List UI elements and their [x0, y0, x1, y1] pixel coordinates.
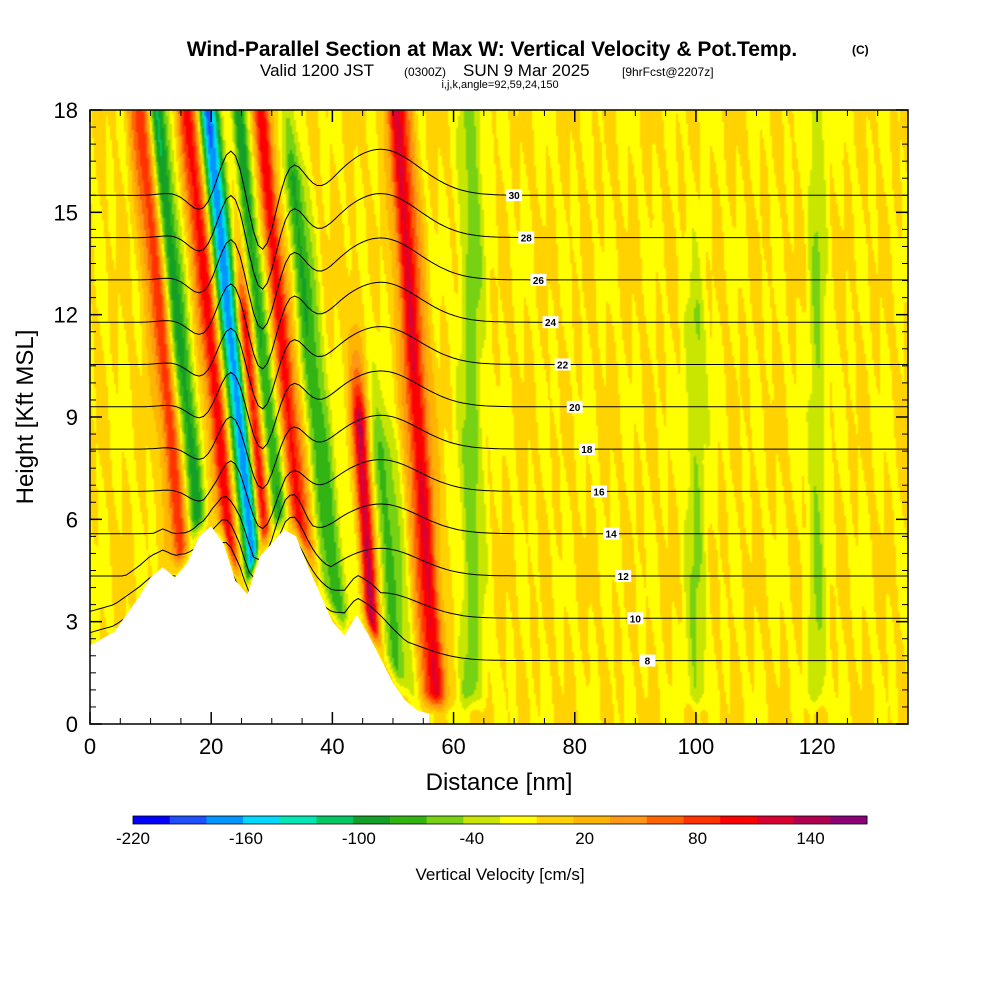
chart-title: Wind-Parallel Section at Max W: Vertical… — [187, 38, 798, 61]
theta-contour-26 — [90, 237, 908, 330]
colorbar-swatch — [279, 816, 317, 824]
x-tick-label-80: 80 — [562, 734, 586, 759]
colorbar-swatch — [573, 816, 611, 824]
theta-contour-22 — [90, 326, 908, 410]
colorbar-swatch — [463, 816, 501, 824]
x-tick-label-60: 60 — [441, 734, 465, 759]
colorbar-swatch — [133, 816, 171, 824]
x-tick-label-40: 40 — [320, 734, 344, 759]
colorbar-label: Vertical Velocity [cm/s] — [415, 865, 584, 884]
svg-text:18: 18 — [581, 445, 593, 456]
colorbar-swatch — [756, 816, 795, 824]
colorbar-swatch — [316, 816, 354, 824]
contour-labels: 8 10 12 14 16 18 20 22 24 26 28 30 — [506, 189, 656, 668]
chart-title-mark: (C) — [852, 43, 869, 57]
y-tick-label-9: 9 — [66, 405, 78, 430]
colorbar-swatch — [610, 816, 648, 824]
svg-text:14: 14 — [606, 530, 618, 541]
colorbar-swatch — [169, 816, 207, 824]
contour-label-28: 28 — [518, 231, 535, 245]
colorbar-tick-label--100: -100 — [342, 829, 376, 848]
potential-temperature-contours — [90, 148, 908, 662]
colorbar-swatch — [830, 816, 868, 824]
theta-contour-14 — [90, 494, 908, 560]
theta-contour-18 — [90, 414, 908, 490]
svg-text:24: 24 — [545, 318, 557, 329]
colorbar-swatch — [793, 816, 831, 824]
svg-text:30: 30 — [509, 191, 521, 202]
svg-text:16: 16 — [593, 487, 605, 498]
colorbar-swatch — [646, 816, 684, 824]
axis-ticks: 0 20 40 60 80 100 120 0 3 6 9 12 15 18 — [54, 98, 909, 759]
svg-text:10: 10 — [630, 614, 642, 625]
colorbar-tick-label-140: 140 — [796, 829, 824, 848]
svg-text:8: 8 — [645, 657, 651, 668]
y-tick-label-15: 15 — [54, 200, 78, 225]
y-tick-label-6: 6 — [66, 507, 78, 532]
contour-label-18: 18 — [578, 443, 595, 456]
svg-text:22: 22 — [557, 360, 569, 371]
chart-subtitle-date: SUN 9 Mar 2025 — [463, 61, 590, 80]
theta-contour-16 — [90, 459, 908, 530]
terrain-mask — [90, 526, 430, 724]
colorbar-swatch — [720, 816, 758, 824]
theta-contour-12 — [90, 516, 908, 579]
x-tick-label-0: 0 — [84, 734, 96, 759]
colorbar-swatch — [243, 816, 281, 824]
theta-contour-30 — [90, 148, 908, 250]
colorbar-swatch — [500, 816, 538, 824]
svg-text:12: 12 — [618, 572, 630, 583]
y-tick-label-18: 18 — [54, 98, 78, 123]
y-tick-label-12: 12 — [54, 303, 78, 328]
y-tick-label-3: 3 — [66, 610, 78, 635]
contour-label-10: 10 — [627, 612, 644, 625]
y-tick-label-0: 0 — [66, 712, 78, 737]
chart-subtitle-indices: i,j,k,angle=92,59,24,150 — [441, 79, 558, 91]
chart-subtitle-valid: Valid 1200 JST — [260, 61, 374, 80]
contour-label-24: 24 — [542, 316, 559, 329]
colorbar-swatch — [389, 816, 428, 824]
x-tick-label-100: 100 — [678, 734, 715, 759]
contour-label-20: 20 — [566, 400, 583, 414]
colorbar: -220 -160 -100 -40 20 80 140 — [116, 815, 868, 848]
colorbar-tick-label-20: 20 — [575, 829, 594, 848]
colorbar-swatch — [683, 816, 721, 824]
theta-contour-24 — [90, 281, 908, 370]
colorbar-tick-label--220: -220 — [116, 829, 150, 848]
colorbar-tick-label--160: -160 — [229, 829, 263, 848]
contour-label-30: 30 — [506, 189, 523, 202]
x-tick-label-20: 20 — [199, 734, 223, 759]
svg-text:26: 26 — [533, 276, 545, 287]
contour-label-8: 8 — [639, 654, 656, 668]
x-axis-label: Distance [nm] — [426, 769, 573, 796]
theta-contour-10 — [90, 539, 908, 619]
theta-contour-28 — [90, 193, 908, 290]
contour-label-22: 22 — [554, 358, 571, 371]
chart-subtitle-fcst: [9hrFcst@2207z] — [622, 65, 714, 79]
contour-label-16: 16 — [590, 485, 607, 498]
svg-text:28: 28 — [521, 234, 533, 245]
colorbar-swatch — [426, 816, 464, 824]
contour-label-14: 14 — [603, 527, 620, 541]
colorbar-tick-label-80: 80 — [688, 829, 707, 848]
svg-text:20: 20 — [569, 403, 581, 414]
chart-title-group: Wind-Parallel Section at Max W: Vertical… — [187, 38, 869, 91]
colorbar-tick-label--40: -40 — [459, 829, 484, 848]
contour-label-26: 26 — [530, 273, 547, 287]
chart-subtitle-utc: (0300Z) — [404, 65, 446, 79]
y-axis-label: Height [Kft MSL] — [12, 330, 39, 505]
colorbar-swatch — [353, 816, 391, 824]
colorbar-swatch — [206, 816, 244, 824]
colorbar-swatch — [536, 816, 574, 824]
contour-label-12: 12 — [615, 569, 632, 583]
theta-contour-20 — [90, 370, 908, 450]
x-tick-label-120: 120 — [799, 734, 836, 759]
